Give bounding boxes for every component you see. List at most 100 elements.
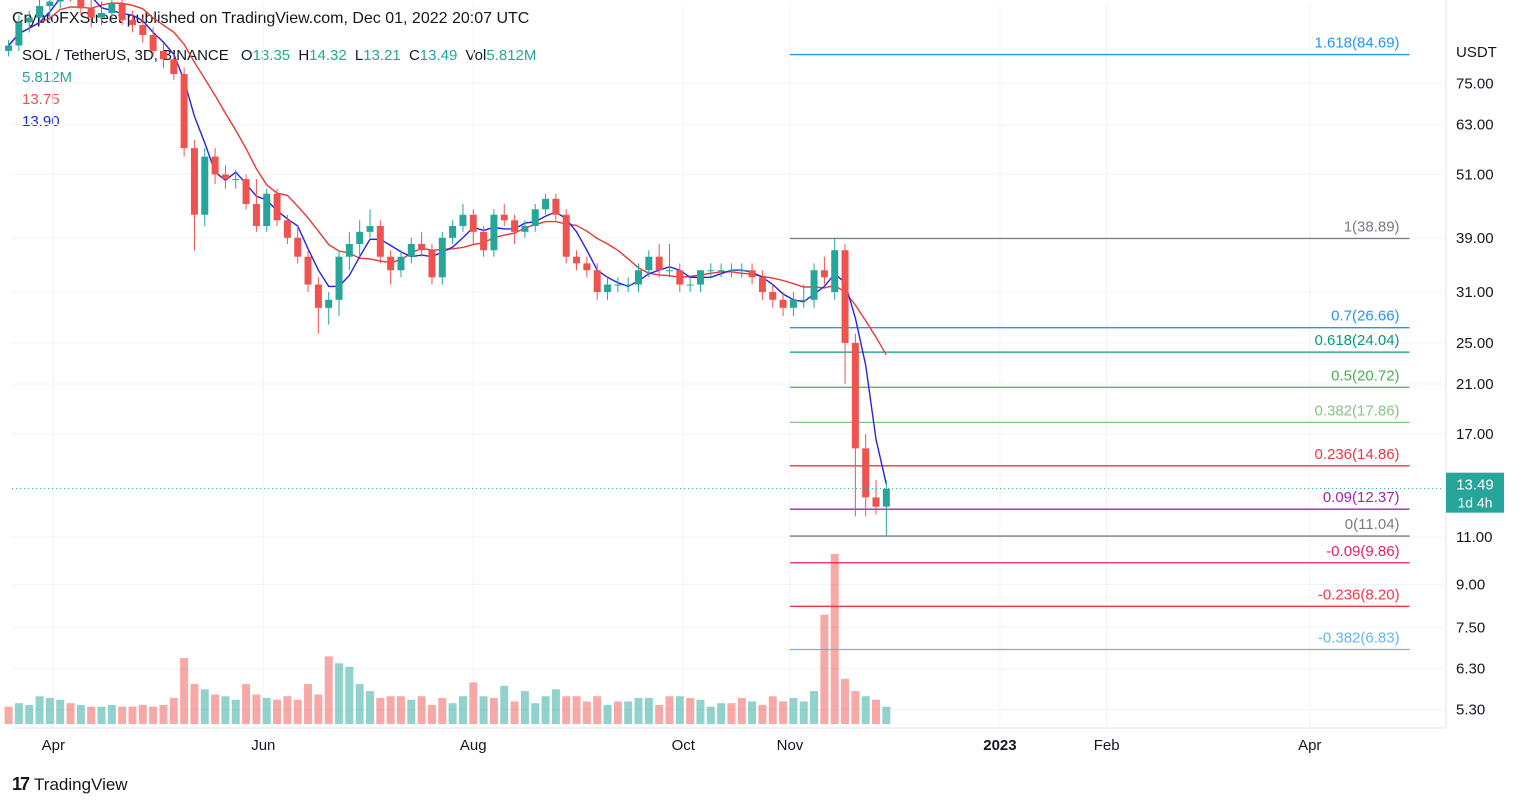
fib-level-label: -0.236(8.20) — [1318, 586, 1400, 603]
candle-body — [190, 148, 198, 215]
volume-bar — [438, 697, 447, 724]
candle-body — [573, 256, 581, 264]
footer-brand: 17 TradingView — [12, 774, 128, 795]
x-tick-label: Aug — [460, 737, 487, 754]
tradingview-logo-icon: 17 — [12, 774, 30, 794]
candle-body — [727, 270, 735, 272]
candle-body — [108, 3, 116, 13]
candle-body — [758, 277, 766, 293]
volume-bar — [737, 697, 746, 724]
candle-body — [304, 256, 312, 285]
candle-body — [387, 256, 395, 271]
ma-blue-line — [8, 0, 887, 485]
candle-body — [438, 237, 446, 278]
volume-bar — [252, 694, 261, 724]
volume-bar — [882, 706, 891, 724]
volume-bar — [396, 696, 405, 724]
volume-bar — [851, 691, 860, 724]
volume-bar — [758, 704, 767, 724]
low-value: 13.21 — [363, 47, 401, 64]
y-tick-label: 25.00 — [1456, 335, 1494, 352]
candle-body — [841, 250, 849, 343]
volume-bar — [872, 699, 881, 724]
volume-indicator-value: 5.812M — [22, 69, 73, 86]
candle-body — [56, 0, 64, 2]
fib-level-label: -0.382(6.83) — [1318, 630, 1400, 647]
fib-level-label: 0.236(14.86) — [1314, 446, 1399, 463]
fib-level-label: -0.09(9.86) — [1326, 543, 1399, 560]
volume-bar — [634, 697, 643, 724]
volume-bar — [366, 691, 374, 724]
candle-body — [810, 270, 818, 300]
volume-bar — [551, 689, 560, 724]
candle-body — [407, 243, 415, 257]
candle-body — [831, 250, 839, 293]
publish-info: CryptoFXStreet published on TradingView.… — [12, 10, 530, 27]
volume-bar — [531, 703, 540, 724]
volume-bar — [520, 691, 529, 724]
candle-body — [748, 270, 756, 278]
volume-bar — [314, 694, 323, 724]
candle-body — [624, 284, 632, 286]
volume-bar — [35, 696, 44, 724]
ma-red-value: 13.75 — [22, 91, 60, 108]
volume-bar — [304, 684, 313, 724]
y-tick-label: 75.00 — [1456, 75, 1494, 92]
volume-bar — [458, 696, 467, 724]
volume-bar — [696, 699, 705, 724]
candle-body — [149, 35, 157, 51]
candle-body — [500, 214, 508, 221]
volume-bar — [355, 684, 364, 724]
candle-body — [252, 203, 260, 226]
volume-bar — [66, 703, 75, 724]
volume-bar — [799, 701, 808, 724]
ma-red-line — [8, 2, 887, 356]
countdown-value: 1d 4h — [1457, 495, 1492, 511]
candle-body — [665, 270, 673, 272]
price-chart[interactable]: 1.618(84.69) 1(38.89) 0.7(26.66) 0.618(24.0… — [0, 0, 1536, 770]
candle-body — [128, 20, 136, 25]
high-value: 14.32 — [309, 47, 347, 64]
fib-level-label: 0.7(26.66) — [1331, 308, 1399, 325]
candle-body — [15, 22, 23, 46]
volume-bar — [118, 706, 127, 724]
volume-bar — [810, 691, 819, 724]
volume-bar — [624, 701, 633, 724]
candle-body — [562, 214, 570, 257]
y-tick-label: 5.30 — [1456, 701, 1485, 718]
volume-bar — [768, 696, 777, 724]
volume-bar — [510, 701, 519, 724]
volume-bar — [469, 682, 478, 724]
volume-bar — [324, 656, 333, 724]
candle-body — [159, 50, 167, 60]
candle-body — [211, 156, 219, 175]
y-tick-label: 9.00 — [1456, 576, 1485, 593]
candle-body — [139, 24, 147, 35]
candle-body — [604, 284, 612, 293]
candle-body — [820, 270, 828, 278]
candle-body — [376, 225, 384, 257]
volume-bar — [14, 703, 23, 724]
candle-body — [872, 497, 880, 507]
volume-bar — [293, 699, 302, 724]
volume-bar — [87, 706, 96, 724]
candle-body — [882, 488, 890, 507]
volume-bar — [479, 696, 488, 724]
volume-bar — [727, 703, 736, 724]
volume-bar — [159, 704, 168, 724]
y-tick-label: 31.00 — [1456, 284, 1494, 301]
last-price-value: 13.49 — [1456, 477, 1494, 494]
volume-bar — [861, 696, 870, 724]
candle-body — [87, 8, 95, 18]
candle-body — [263, 193, 271, 226]
volume-bar — [180, 658, 189, 724]
volume-bar — [613, 701, 622, 724]
last-price-badge — [1446, 472, 1504, 513]
volume-bar — [748, 701, 757, 724]
candle-body — [851, 342, 859, 449]
volume-bar — [231, 699, 240, 724]
candle-body — [779, 299, 787, 308]
volume-bar — [500, 685, 509, 724]
volume-bar — [4, 706, 13, 724]
close-label: C — [408, 47, 420, 64]
